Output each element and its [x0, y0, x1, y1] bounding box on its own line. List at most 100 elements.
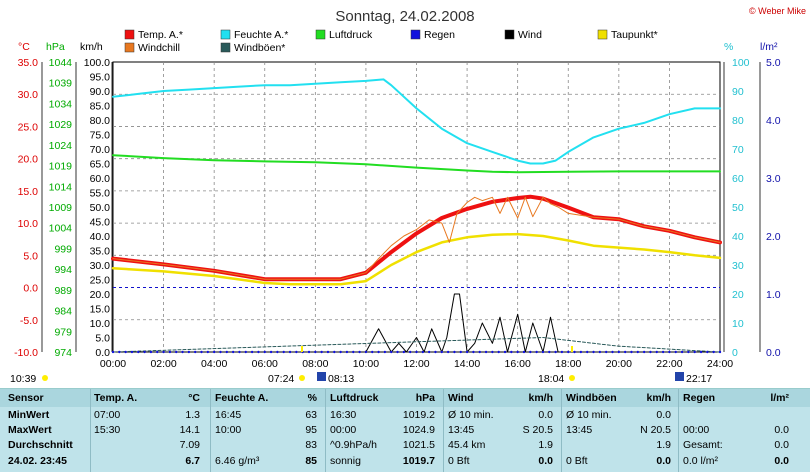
stats-cell: 16:45 — [215, 409, 242, 421]
axis-unit-temp: °C — [18, 41, 30, 53]
stats-header-cell: l/m² — [770, 392, 789, 404]
rain-point — [661, 350, 665, 354]
humidity-tick-label: 30 — [732, 260, 744, 272]
rain-point — [503, 350, 507, 354]
stats-cell: 7.09 — [179, 439, 200, 451]
pressure-tick-label: 999 — [54, 243, 72, 255]
rain-tick-label: 1.0 — [766, 289, 781, 301]
series-line — [112, 337, 721, 353]
legend-label: Luftdruck — [329, 29, 373, 41]
x-tick-label: 06:00 — [252, 358, 278, 370]
wind-tick-label: 70.0 — [90, 144, 111, 156]
humidity-tick-label: 10 — [732, 318, 744, 330]
wind-tick-label: 5.0 — [95, 333, 110, 345]
wind-tick-label: 20.0 — [90, 289, 111, 301]
chart-axes: °C hPa km/h% l/m² 35.0 30.0 25.0 20.0 15.0 10.0 5.… — [14, 41, 781, 359]
rain-point — [491, 350, 494, 354]
rain-point — [623, 350, 627, 354]
stats-header-cell: Feuchte A. — [215, 392, 269, 404]
rain-point — [124, 350, 127, 354]
stats-table: Sensor Temp. A. °C Feuchte A.% Luftdruck hPa W… — [0, 388, 810, 472]
rain-point — [269, 350, 273, 354]
rain-point — [219, 350, 222, 354]
pressure-tick-label: 979 — [54, 326, 72, 338]
axis-unit-rain: l/m² — [760, 41, 778, 53]
stats-cell: 1019.7 — [402, 455, 435, 467]
rain-point — [554, 350, 557, 354]
wind-tick-label: 30.0 — [90, 260, 111, 272]
temp-tick-label: 35.0 — [18, 57, 39, 69]
stats-header-cell: Regen — [683, 392, 716, 404]
stats-row-label: Durchschnitt — [8, 439, 73, 451]
x-tick-label: 20:00 — [606, 358, 632, 370]
sunrise-time: 07:24 — [268, 373, 294, 385]
stats-divider — [210, 389, 211, 472]
stats-cell: 0.0 — [538, 455, 553, 467]
sun-icon — [569, 375, 575, 381]
rain-point — [668, 350, 671, 354]
legend-label: Regen — [424, 29, 455, 41]
rain-point — [314, 350, 317, 354]
rain-point — [478, 350, 481, 354]
rain-point — [415, 350, 418, 354]
rain-point — [181, 350, 184, 354]
stats-cell: Ø 10 min. — [448, 409, 494, 421]
legend-swatch — [597, 29, 608, 40]
temp-tick-label: 5.0 — [23, 250, 38, 262]
stats-cell: 0.0 — [656, 409, 671, 421]
rain-point — [295, 350, 298, 354]
rain-point — [200, 350, 203, 354]
stats-cell: 10:00 — [215, 424, 242, 436]
stats-divider — [90, 389, 91, 472]
time-left: 10:39 — [10, 373, 36, 385]
rain-point — [212, 350, 216, 354]
rain-point — [510, 350, 513, 354]
pressure-tick-label: 974 — [54, 347, 72, 359]
rain-point — [446, 350, 450, 354]
rain-point — [263, 350, 266, 354]
wind-tick-label: 45.0 — [90, 217, 111, 229]
x-tick-label: 22:00 — [656, 358, 682, 370]
pressure-tick-label: 1029 — [49, 119, 73, 131]
stats-cell: 0.0 — [774, 439, 789, 451]
rain-point — [642, 350, 646, 354]
rain-tick-label: 3.0 — [766, 173, 781, 185]
humidity-tick-label: 50 — [732, 202, 744, 214]
x-tick-label: 14:00 — [454, 358, 480, 370]
stats-cell: N 20.5 — [640, 424, 671, 436]
stats-header-cell: km/h — [528, 392, 553, 404]
legend-label: Feuchte A.* — [234, 29, 288, 41]
stats-row-label: MinWert — [8, 409, 50, 421]
stats-cell: 95 — [305, 424, 317, 436]
stats-cell: 85 — [305, 455, 317, 467]
stats-cell: 1024.9 — [402, 424, 435, 436]
stats-divider — [443, 389, 444, 472]
rain-point — [206, 350, 210, 354]
x-tick-label: 02:00 — [150, 358, 176, 370]
rain-point — [617, 350, 621, 354]
rain-point — [427, 350, 431, 354]
wind-tick-label: 35.0 — [90, 246, 111, 258]
stats-cell: 1021.5 — [402, 439, 435, 451]
stats-header-cell: % — [307, 392, 317, 404]
rain-point — [118, 350, 121, 354]
rain-point — [137, 350, 140, 354]
stats-cell: 0.0 — [774, 455, 789, 467]
pressure-tick-label: 984 — [54, 306, 72, 318]
wind-tick-label: 85.0 — [90, 101, 111, 113]
wind-tick-label: 90.0 — [90, 86, 111, 98]
rain-point — [143, 350, 146, 354]
rain-tick-label: 2.0 — [766, 231, 781, 243]
stats-cell: 63 — [305, 409, 317, 421]
rain-point — [649, 350, 652, 354]
rain-point — [655, 350, 658, 354]
stats-cell: Ø 10 min. — [566, 409, 612, 421]
legend-swatch — [315, 29, 326, 40]
stats-header-cell: Luftdruck — [330, 392, 379, 404]
rain-point — [579, 350, 583, 354]
stats-cell: 83 — [305, 439, 317, 451]
x-tick-label: 12:00 — [403, 358, 429, 370]
stats-cell: 13:45 — [566, 424, 593, 436]
pressure-tick-label: 1019 — [49, 161, 73, 173]
rain-point — [257, 350, 260, 354]
